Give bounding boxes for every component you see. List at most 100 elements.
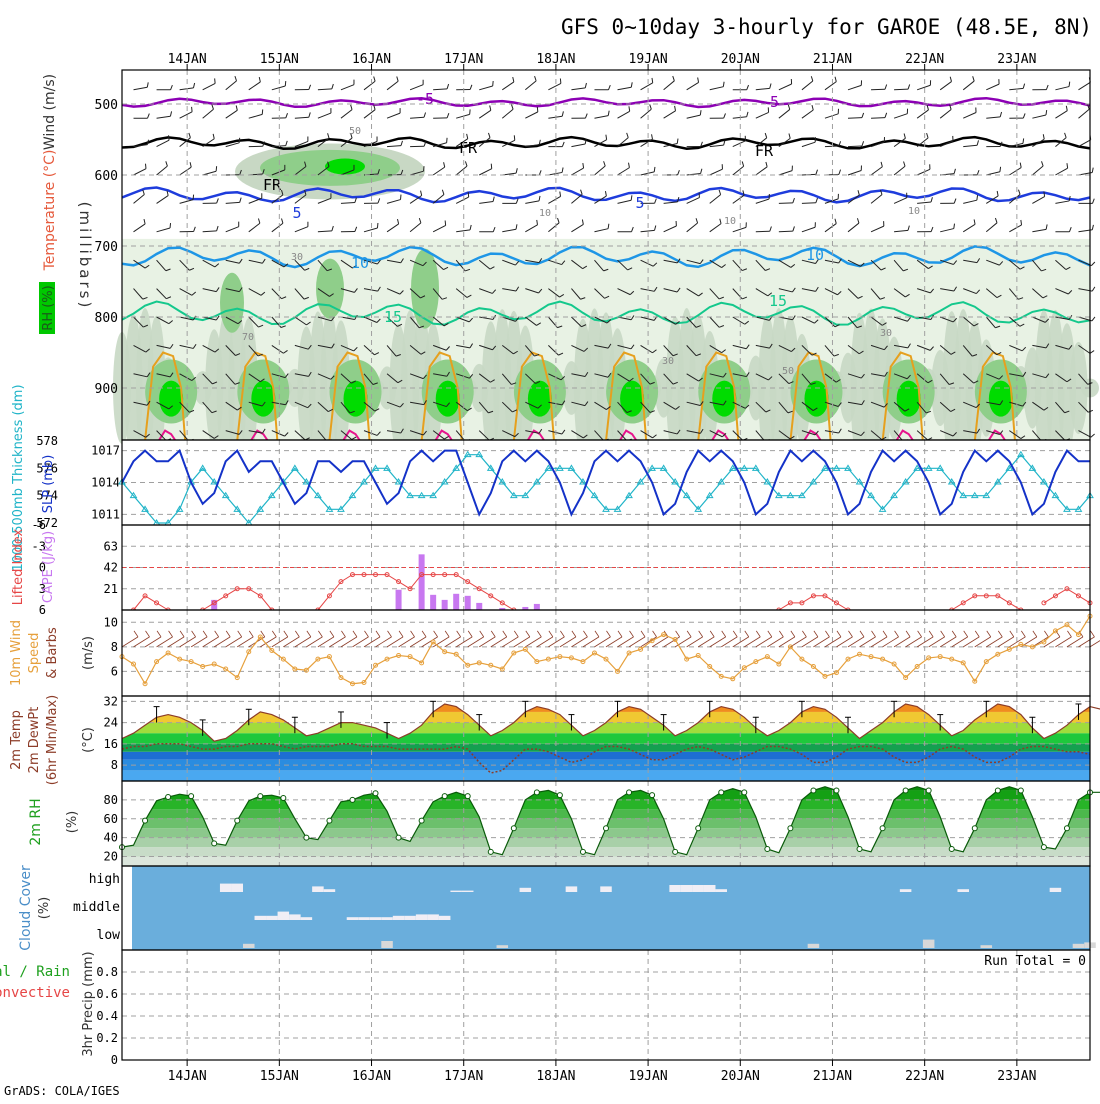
cloud-bar	[600, 886, 612, 892]
temp2m-ylabel2: 2m DewPt	[27, 707, 42, 774]
cloud-bar	[370, 917, 382, 920]
bottom-date-label: 22JAN	[905, 1069, 944, 1084]
temp2m-ylabel-units: (°C)	[81, 727, 96, 753]
li-ytick: -6	[32, 518, 46, 532]
rh2m-point	[534, 790, 539, 795]
temp-band	[122, 744, 1090, 752]
rh2m-point	[304, 835, 309, 840]
cloud-bar	[497, 945, 509, 948]
rh2m-point	[143, 818, 148, 823]
rh-shade-peak	[251, 381, 275, 417]
cloud-bar	[981, 945, 993, 948]
cape-bar	[465, 596, 471, 610]
cloud-bar	[427, 914, 439, 920]
rh-shade-mid-peak	[325, 158, 365, 174]
cape-bar	[453, 594, 459, 610]
cloud-bar	[393, 916, 405, 920]
cloud-bar	[381, 917, 393, 920]
contour-label: FR	[459, 139, 478, 157]
rh-ytick: 80	[104, 793, 118, 807]
contour-label: FR	[755, 142, 774, 160]
bottom-date-label: 21JAN	[813, 1069, 852, 1084]
rh2m-point	[857, 847, 862, 852]
wind10-ylabel1: 10m Wind	[9, 620, 24, 686]
bottom-date-label: 15JAN	[260, 1069, 299, 1084]
wind-barb	[871, 89, 885, 90]
wind10-panel: 10 8 6	[104, 610, 1100, 696]
bottom-date-label: 19JAN	[629, 1069, 668, 1084]
cape-bar	[419, 554, 425, 610]
footer-credit: GrADS: COLA/IGES	[4, 1084, 120, 1098]
cloud-bar	[715, 889, 727, 892]
rh2m-point	[419, 818, 424, 823]
wind-barb	[848, 146, 862, 147]
cape-bar	[476, 603, 482, 610]
rh-shade-col	[220, 273, 244, 333]
rh-band	[122, 857, 1090, 866]
bottom-date-label: 23JAN	[997, 1069, 1036, 1084]
cape-bar	[442, 600, 448, 610]
rh2m-point	[903, 788, 908, 793]
wind-barb	[802, 203, 816, 204]
rh-shade-peak	[989, 381, 1013, 417]
precip-panel: 0.80.60.40.20	[96, 950, 1090, 1067]
wind-bg	[122, 610, 1090, 696]
precip-ylabel-conv: Convective	[0, 985, 70, 1001]
cloud-bar	[278, 912, 290, 920]
rh2m-point	[972, 826, 977, 831]
rh2m-point	[373, 791, 378, 796]
run-total-label: Run Total = 0	[984, 954, 1086, 969]
rh-shade-peak	[897, 381, 921, 417]
cloud-bar	[266, 916, 278, 920]
rh2m-point	[811, 788, 816, 793]
wind-ytick: 10	[104, 615, 118, 629]
cloud-bar	[231, 884, 243, 892]
rh2m-point	[580, 849, 585, 854]
rh2m-point	[995, 788, 1000, 793]
cloud-bar	[220, 884, 232, 892]
wind-ytick: 8	[111, 640, 118, 654]
rh2m-point	[166, 795, 171, 800]
wind-barb-flag	[192, 107, 193, 112]
cloud-bar	[681, 885, 693, 892]
contour-label: -5	[416, 90, 434, 108]
wind-barb-flag	[169, 135, 170, 140]
cloud-bar	[923, 940, 935, 948]
rh2m-point	[258, 794, 263, 799]
cloud-level-label: low	[97, 928, 121, 943]
temp-band	[122, 770, 1090, 781]
wind-barb-flag	[1044, 192, 1045, 197]
wind-barb-flag	[1067, 163, 1068, 168]
cloud-bar	[1073, 944, 1085, 948]
rh-ytick: 20	[104, 850, 118, 864]
cloud-bar	[520, 888, 532, 892]
rh2m-point	[926, 788, 931, 793]
bottom-date-label: 17JAN	[444, 1069, 483, 1084]
slp-ytick: 1014	[91, 476, 120, 490]
rh2m-point	[696, 826, 701, 831]
cloud-bar	[243, 944, 255, 948]
rh2m-point	[742, 790, 747, 795]
upper-ytick: 800	[95, 311, 118, 326]
cloud-bar	[566, 886, 578, 892]
rh-shade-col	[411, 249, 439, 329]
wind-barb-flag	[1023, 138, 1024, 143]
cloud-bar	[324, 889, 336, 892]
contour-label: 50	[349, 126, 361, 137]
rh2m-point	[396, 835, 401, 840]
cloud-bar	[900, 889, 912, 892]
wind-barb	[848, 118, 862, 119]
li-ytick: 6	[39, 603, 46, 617]
cloud-bar	[669, 885, 681, 892]
wind-barb	[871, 118, 885, 119]
wind-ytick: 6	[111, 664, 118, 678]
slp-ylabel: SLP (mb)	[41, 455, 56, 514]
rh-shade-peak	[804, 381, 828, 417]
rh2m-point	[281, 796, 286, 801]
li-ylabel: Lifted Index	[11, 528, 26, 605]
upper-ylabel-wind: Wind (m/s)	[42, 74, 58, 150]
cloud-bar	[808, 944, 820, 948]
